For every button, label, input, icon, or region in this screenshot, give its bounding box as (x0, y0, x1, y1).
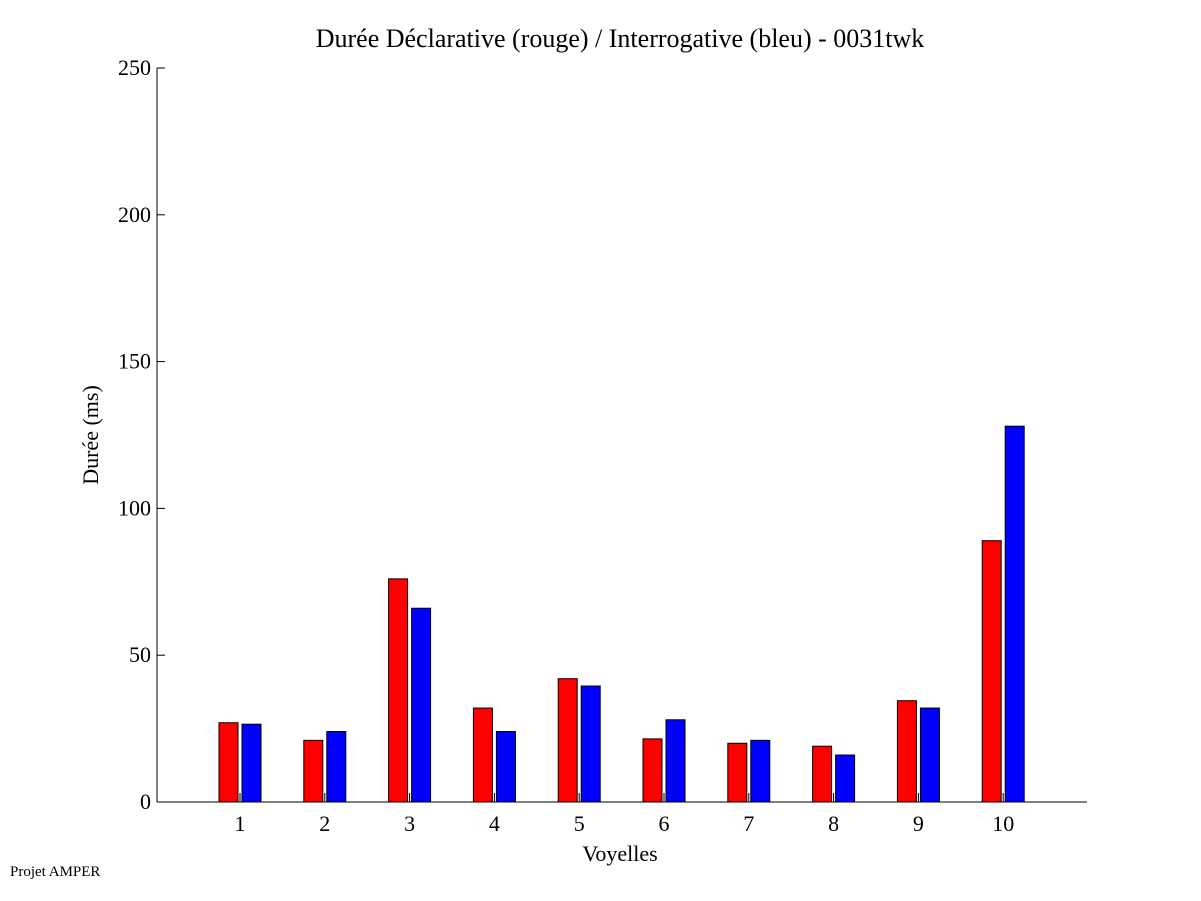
bar-series2-8 (835, 754, 856, 803)
bar-series1-3 (388, 578, 409, 803)
bar-series1-10 (981, 540, 1002, 803)
bar-series1-1 (218, 722, 239, 803)
x-tick-label-6: 6 (659, 811, 670, 836)
y-tick-label-150: 150 (118, 349, 151, 374)
bar-series2-4 (495, 731, 516, 803)
bar-series2-6 (665, 719, 686, 803)
y-tick-label-50: 50 (129, 642, 151, 667)
x-tick-label-8: 8 (828, 811, 839, 836)
bar-series1-7 (727, 742, 748, 803)
footer-credit: Projet AMPER (10, 864, 101, 880)
bar-series2-7 (750, 739, 771, 803)
y-axis-label: Durée (ms) (78, 385, 103, 485)
x-tick-label-10: 10 (992, 811, 1014, 836)
bar-series2-9 (919, 707, 940, 803)
y-tick-label-200: 200 (118, 202, 151, 227)
x-axis-label: Voyelles (582, 841, 657, 866)
bar-series2-3 (411, 607, 432, 803)
bar-series1-9 (896, 700, 917, 803)
y-tick-label-100: 100 (118, 495, 151, 520)
bar-series1-4 (472, 707, 493, 803)
x-tick-label-3: 3 (404, 811, 415, 836)
bar-series2-10 (1004, 425, 1025, 803)
y-tick-label-250: 250 (118, 55, 151, 80)
y-tick-label-0: 0 (140, 789, 151, 814)
bar-series2-1 (241, 723, 262, 803)
chart-title: Durée Déclarative (rouge) / Interrogativ… (316, 24, 925, 53)
bar-series1-2 (303, 739, 324, 803)
bar-series1-5 (557, 678, 578, 803)
x-tick-label-9: 9 (913, 811, 924, 836)
x-tick-label-7: 7 (743, 811, 754, 836)
bar-series1-8 (812, 745, 833, 803)
bar-series1-6 (642, 738, 663, 803)
x-tick-label-1: 1 (235, 811, 246, 836)
bar-series2-5 (580, 685, 601, 803)
plot-area: 0 50 100 150 200 250 1 2 3 4 5 6 7 8 9 10 (118, 55, 1087, 836)
x-tick-label-2: 2 (319, 811, 330, 836)
bar-series2-2 (326, 731, 347, 803)
x-tick-label-4: 4 (489, 811, 500, 836)
x-tick-label-5: 5 (574, 811, 585, 836)
